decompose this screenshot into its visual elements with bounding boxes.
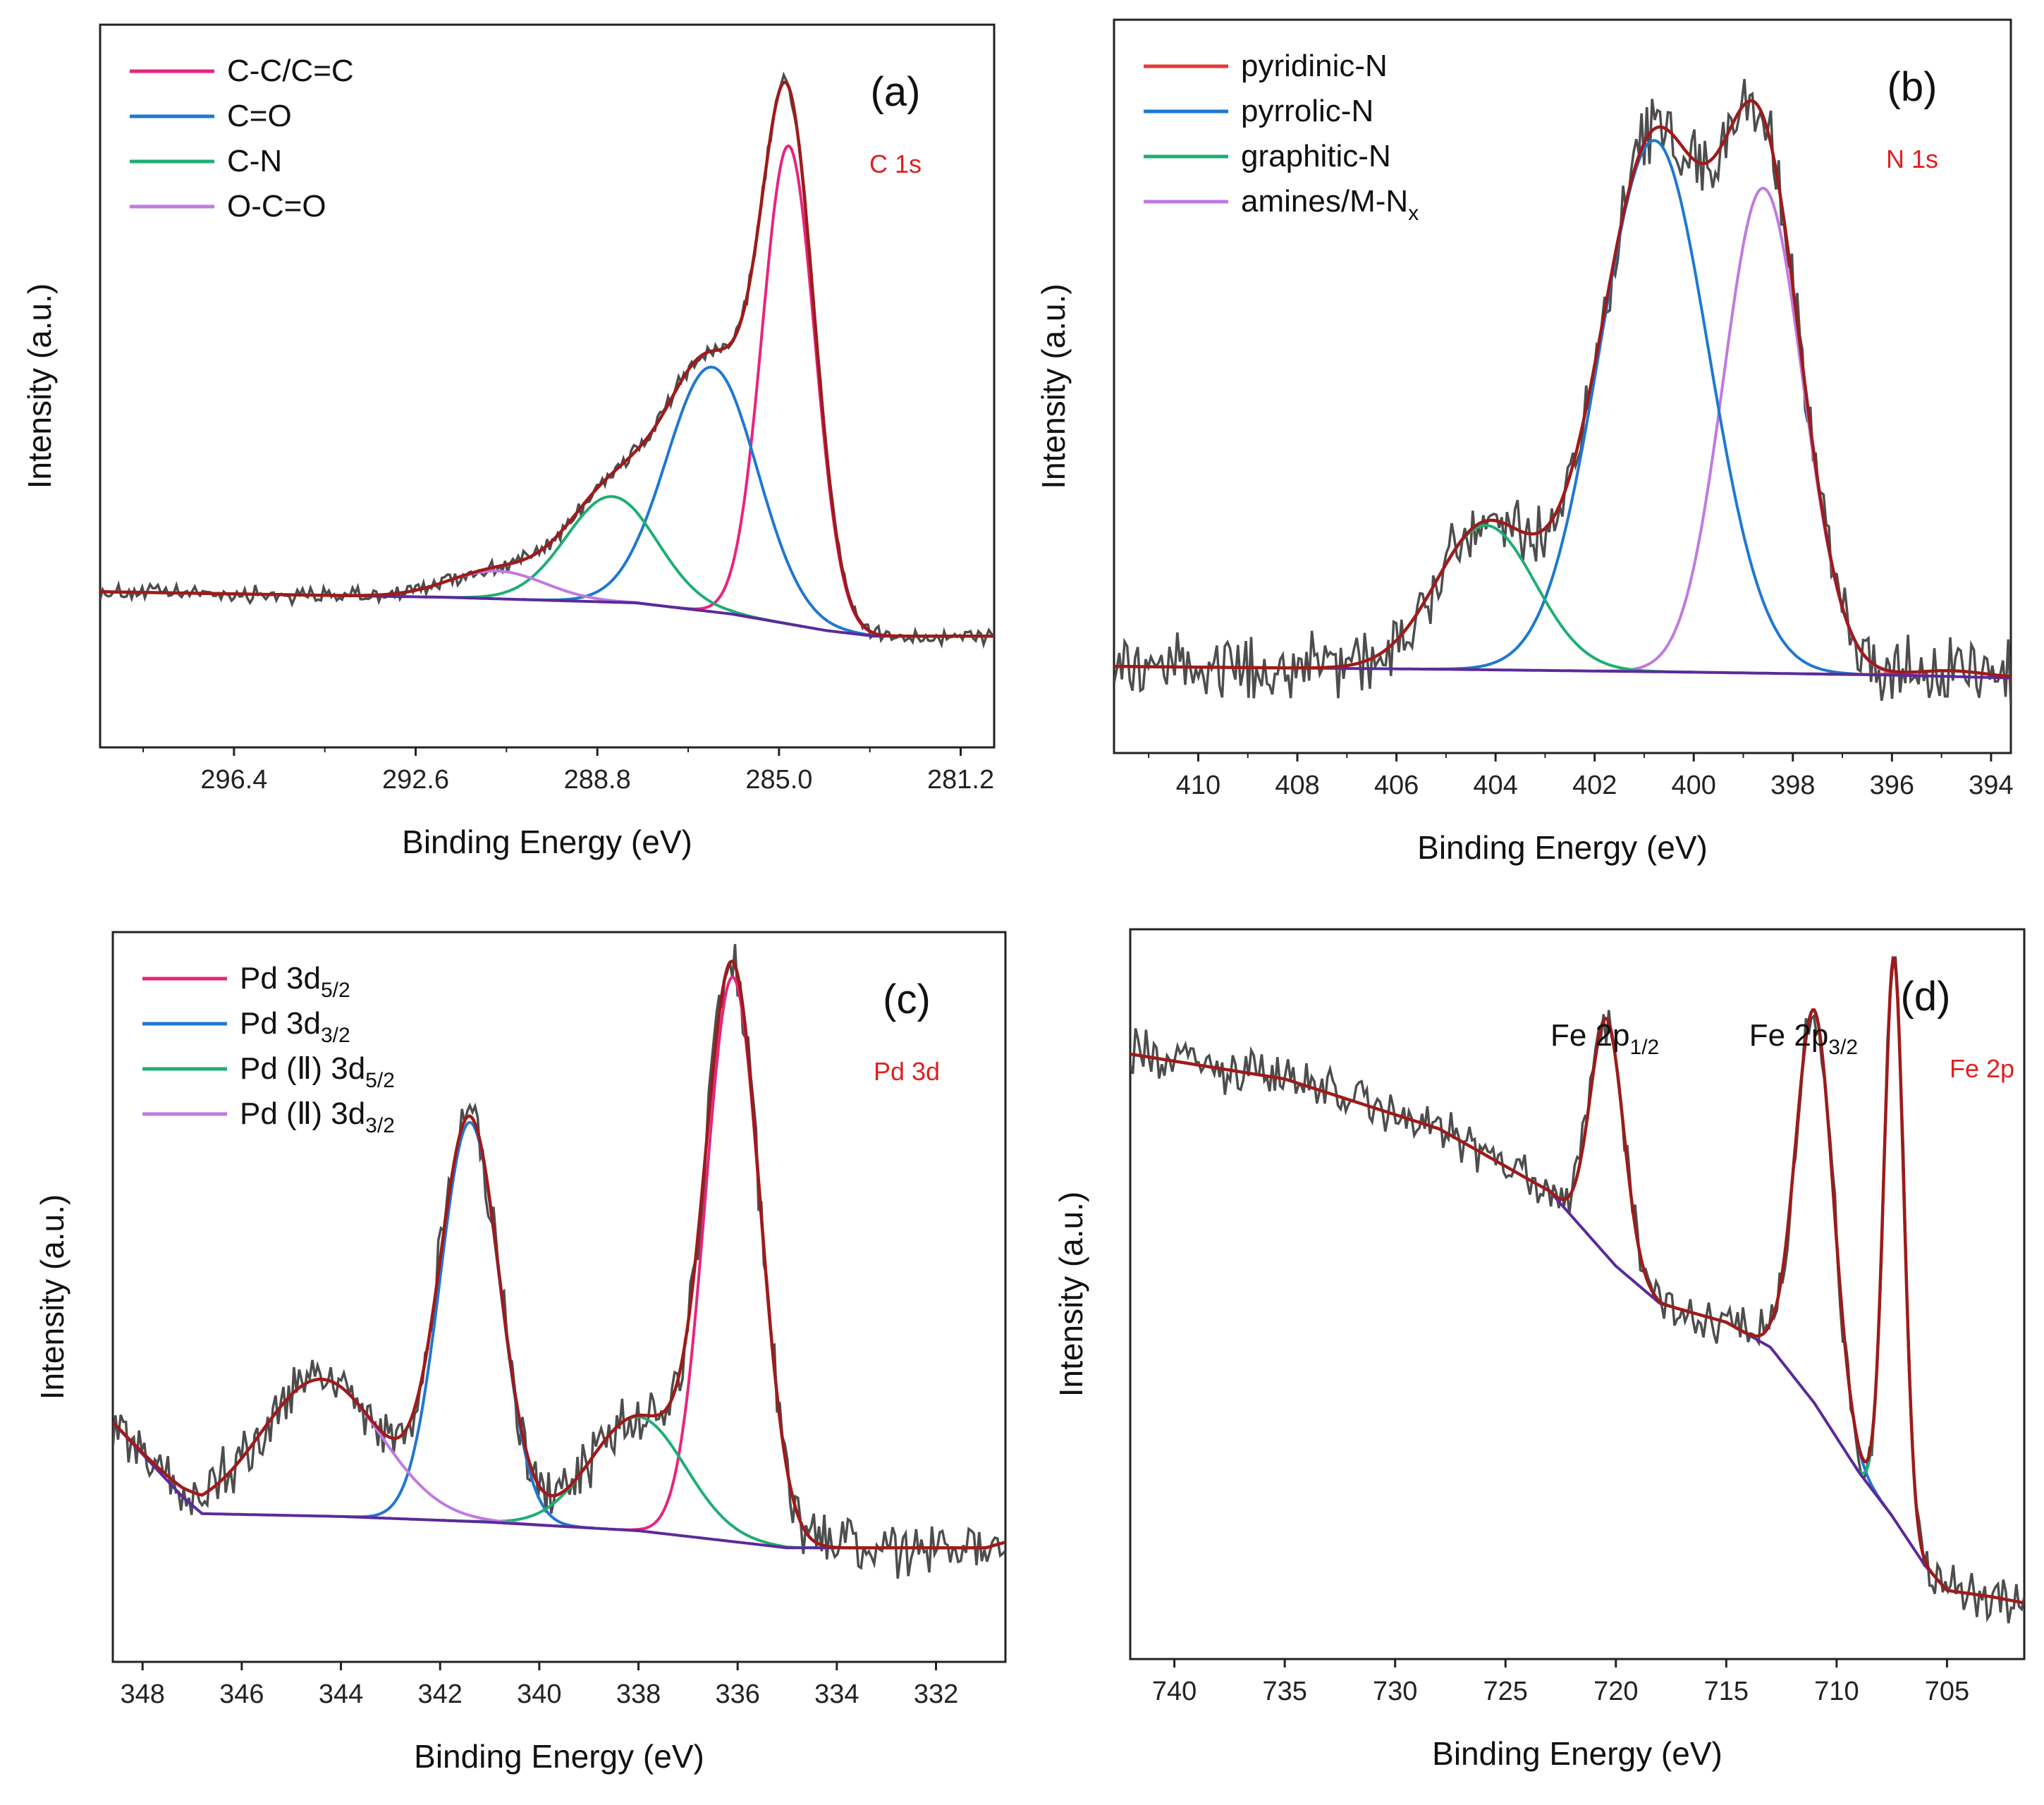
envelope-fit-line — [100, 80, 994, 638]
component-fit-1 — [1538, 1017, 1677, 1309]
x-tick-label: 348 — [120, 1679, 164, 1709]
x-tick-label: 346 — [219, 1679, 264, 1709]
x-tick-label: 720 — [1593, 1677, 1638, 1706]
legend-label: C-C/C=C — [227, 54, 354, 88]
legend-label: O-C=O — [227, 189, 326, 224]
x-tick-label: 705 — [1925, 1677, 1969, 1706]
peak-annotation: Fe 2p1/2 — [1550, 1018, 1659, 1059]
component-fit-3 — [422, 495, 802, 628]
panel-label: (c) — [883, 977, 931, 1022]
envelope-fit-line — [1114, 99, 2011, 678]
core-level-label: N 1s — [1886, 145, 1938, 173]
legend-label: graphitic-N — [1241, 139, 1391, 173]
panel-label: (b) — [1887, 64, 1938, 110]
x-tick-label: 408 — [1275, 771, 1319, 800]
x-tick-label: 285.0 — [745, 765, 812, 795]
legend-label: pyrrolic-N — [1241, 94, 1373, 128]
panel-c: 348 346 344 342 340 338 336 334 332 Binding Energ… — [34, 931, 1007, 1775]
component-fit-3 — [1852, 955, 1936, 1578]
x-tick-label: 410 — [1176, 771, 1220, 800]
core-level-label: Pd 3d — [874, 1057, 940, 1086]
plot-frame — [111, 931, 1007, 1663]
x-tick-label: 292.6 — [382, 765, 449, 795]
raw-spectrum-line — [1130, 956, 2024, 1624]
component-fit-2 — [1426, 139, 1883, 677]
x-tick-label: 338 — [616, 1679, 661, 1709]
x-tick-label: 340 — [517, 1679, 561, 1709]
legend-label: Pd (Ⅱ) 3d5/2 — [240, 1051, 395, 1092]
background-line — [1130, 1052, 2024, 1605]
legend-label: C=O — [227, 99, 292, 133]
legend-label: Pd (Ⅱ) 3d3/2 — [240, 1096, 395, 1137]
peak-annotation: Fe 2p3/2 — [1749, 1018, 1858, 1059]
x-tick-label: 288.8 — [564, 765, 631, 795]
panel-label: (a) — [871, 69, 921, 115]
envelope-fit-line — [1130, 955, 2024, 1605]
legend-label: Pd 3d3/2 — [240, 1006, 350, 1047]
plot-area — [100, 71, 994, 649]
x-tick-label: 710 — [1814, 1677, 1859, 1706]
plot-frame — [99, 23, 996, 749]
y-axis-title: Intensity (a.u.) — [21, 283, 58, 489]
legend-label: amines/M-Nx — [1241, 184, 1419, 225]
plot-area — [1114, 78, 2011, 705]
panel-label: (d) — [1901, 974, 1951, 1020]
x-axis-title: Binding Energy (eV) — [1432, 1735, 1722, 1772]
component-fit-1 — [618, 976, 847, 1550]
legend-label: C-N — [227, 144, 282, 178]
x-tick-label: 735 — [1262, 1677, 1306, 1706]
plot-area — [1130, 955, 2024, 1624]
legend: pyridinic-N pyrrolic-N graphitic-N amines/M… — [1144, 49, 1419, 225]
core-level-label: Fe 2p — [1950, 1054, 2014, 1083]
x-tick-label: 402 — [1572, 771, 1617, 800]
panel-d: 740 735 730 725 720 715 710 705 Binding Energy (… — [1053, 928, 2026, 1772]
x-tick-label: 342 — [417, 1679, 462, 1709]
x-axis-title: Binding Energy (eV) — [414, 1738, 704, 1775]
x-tick-label: 296.4 — [200, 765, 267, 795]
x-tick-label: 730 — [1373, 1677, 1417, 1706]
core-level-label: C 1s — [869, 149, 922, 178]
x-tick-label: 725 — [1483, 1677, 1528, 1706]
raw-spectrum-line — [113, 943, 1005, 1579]
plot-area — [113, 943, 1005, 1579]
y-axis-title: Intensity (a.u.) — [1035, 283, 1072, 489]
legend-label: Pd 3d5/2 — [240, 961, 350, 1002]
legend: C-C/C=C C=O C-N O-C=O — [130, 54, 354, 224]
x-tick-label: 400 — [1672, 771, 1716, 800]
component-fit-2 — [1736, 1008, 1895, 1519]
x-tick-label: 334 — [814, 1679, 859, 1709]
envelope-fit-line — [113, 959, 1005, 1550]
plot-frame — [1129, 928, 2026, 1660]
legend-label: pyridinic-N — [1241, 49, 1388, 83]
y-axis-title: Intensity (a.u.) — [1053, 1192, 1089, 1397]
x-tick-label: 394 — [1969, 771, 2013, 800]
panel-a: 296.4 292.6 288.8 285.0 281.2 Binding Energy … — [21, 23, 996, 860]
x-axis-title: Binding Energy (eV) — [402, 824, 692, 860]
x-tick-label: 404 — [1473, 771, 1517, 800]
plot-frame — [1113, 18, 2012, 754]
x-tick-label: 396 — [1870, 771, 1914, 800]
x-tick-label: 406 — [1374, 771, 1419, 800]
legend: Pd 3d5/2Pd 3d3/2Pd (Ⅱ) 3d5/2Pd (Ⅱ) 3d3/2 — [142, 961, 395, 1137]
x-tick-label: 336 — [715, 1679, 759, 1709]
panel-b: 410 408 406 404 402 400 398 396 394 Binding Energ… — [1035, 18, 2014, 866]
y-axis-title: Intensity (a.u.) — [34, 1194, 71, 1400]
x-tick-label: 715 — [1704, 1677, 1749, 1706]
component-fit-2 — [346, 1120, 595, 1530]
x-axis-title: Binding Energy (eV) — [1417, 829, 1708, 866]
x-tick-label: 740 — [1152, 1677, 1197, 1706]
x-tick-label: 281.2 — [927, 765, 994, 795]
x-tick-label: 332 — [914, 1679, 958, 1709]
x-tick-label: 398 — [1770, 771, 1815, 800]
x-tick-label: 344 — [319, 1679, 363, 1709]
